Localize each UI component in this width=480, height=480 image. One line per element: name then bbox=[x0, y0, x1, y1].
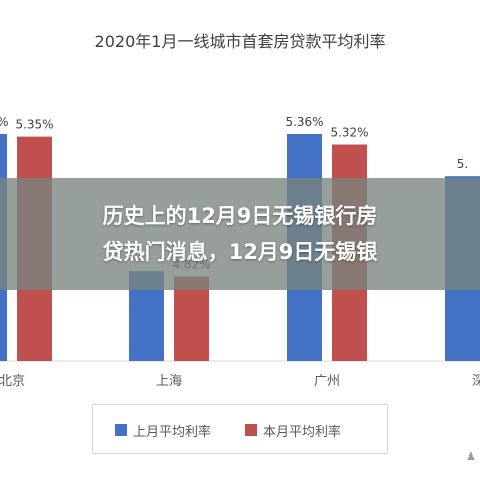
legend-item-last-month: 上月平均利率 bbox=[115, 422, 212, 440]
data-label-0-2: 5.36% bbox=[285, 115, 323, 129]
headline-line-2: 贷热门消息，12月9日无锡银 bbox=[102, 240, 378, 264]
headline-line-1: 历史上的12月9日无锡银行房 bbox=[102, 204, 378, 228]
data-label-1-0: 5.35% bbox=[15, 118, 53, 132]
watermark-glyph: ♟ bbox=[466, 450, 476, 463]
legend-label-last-month: 上月平均利率 bbox=[133, 424, 212, 440]
bar-this-month-1 bbox=[174, 276, 209, 361]
legend: 上月平均利率 本月平均利率 bbox=[92, 404, 388, 454]
headline-banner: 历史上的12月9日无锡银行房 贷热门消息，12月9日无锡银 bbox=[0, 178, 480, 290]
category-label-3: 深圳 bbox=[472, 374, 480, 389]
data-label-0-3: 5. bbox=[457, 157, 468, 171]
data-label-1-2: 5.32% bbox=[330, 126, 368, 140]
category-label-2: 广州 bbox=[314, 374, 340, 389]
legend-item-this-month: 本月平均利率 bbox=[245, 422, 342, 440]
chart-title: 2020年1月一线城市首套房贷款平均利率 bbox=[94, 32, 386, 51]
category-label-0: 北京 bbox=[0, 374, 25, 389]
category-label-1: 上海 bbox=[156, 374, 182, 389]
data-label-0-0: 5.36% bbox=[0, 115, 9, 129]
legend-swatch-red bbox=[245, 424, 257, 436]
legend-swatch-blue bbox=[115, 424, 127, 436]
legend-label-this-month: 本月平均利率 bbox=[263, 424, 342, 440]
